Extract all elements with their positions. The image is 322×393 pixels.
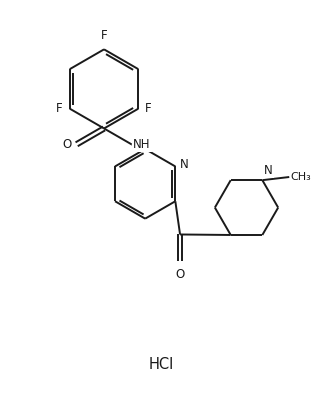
Text: NH: NH: [133, 138, 150, 151]
Text: O: O: [175, 268, 185, 281]
Text: N: N: [264, 164, 273, 177]
Text: F: F: [145, 102, 152, 115]
Text: F: F: [56, 102, 63, 115]
Text: CH₃: CH₃: [291, 172, 312, 182]
Text: HCl: HCl: [148, 357, 174, 372]
Text: O: O: [63, 138, 72, 151]
Text: N: N: [180, 158, 189, 171]
Text: F: F: [101, 29, 107, 42]
